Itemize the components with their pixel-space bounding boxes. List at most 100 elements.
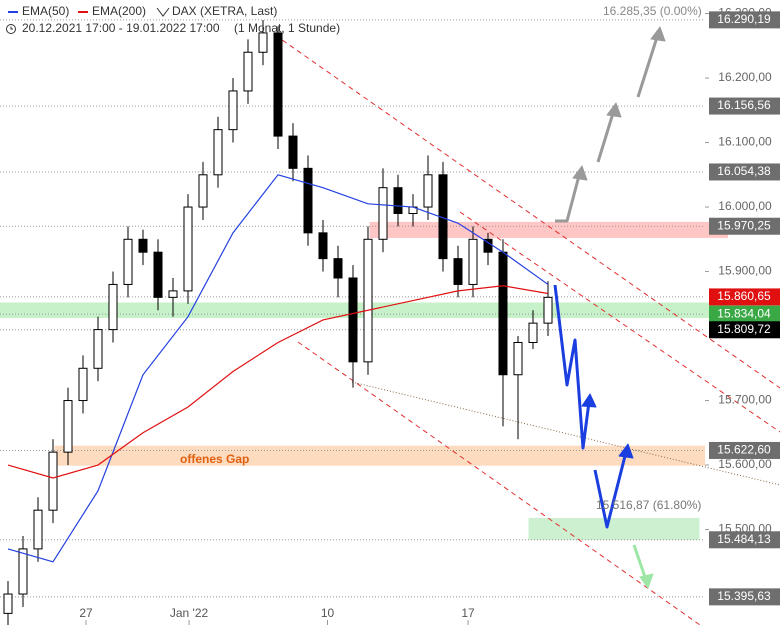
candle-body: [33, 509, 43, 550]
candle-body: [303, 167, 313, 234]
arrow: [555, 171, 582, 223]
clock-icon: [6, 24, 16, 34]
arrow-head: [650, 26, 666, 42]
arrow: [596, 109, 616, 163]
support-line: [351, 381, 780, 486]
arrow-head: [572, 165, 588, 181]
candle-body: [318, 232, 328, 260]
level-label: 16.290,19: [717, 12, 771, 26]
candle-body: [348, 277, 358, 363]
y-tick-label: 16.100,00: [718, 135, 772, 149]
level-box: [709, 97, 780, 115]
channel-line: [274, 34, 780, 389]
level-box: [709, 288, 780, 306]
zone: [54, 445, 706, 466]
date-range: 20.12.2021 17:00 - 19.01.2022 17:00: [22, 21, 220, 35]
level-box: [709, 305, 780, 323]
candle-body: [468, 238, 478, 285]
level-label: 15.970,25: [717, 218, 771, 232]
candle-body: [273, 32, 283, 137]
y-tick-label: 15.900,00: [718, 264, 772, 278]
candle-body: [48, 451, 58, 511]
candle-body: [333, 258, 343, 279]
moving-averages: [7, 174, 549, 563]
level-box: [709, 441, 780, 459]
level-label: 15.395,63: [717, 589, 771, 603]
level-label: 15.834,04: [717, 306, 771, 320]
arrow: [593, 451, 628, 529]
axes: 15.500,0015.600,0015.700,0015.900,0016.0…: [79, 6, 780, 625]
arrow-head: [639, 573, 654, 589]
candle-body: [393, 187, 403, 214]
candle-body: [78, 367, 88, 402]
x-tick-label: 17: [461, 606, 475, 620]
candle-body: [18, 548, 28, 595]
candle-body: [288, 135, 298, 169]
candle-body: [453, 258, 463, 285]
candle-body: [108, 283, 118, 331]
level-label: 15.484,13: [717, 532, 771, 546]
candle-body: [528, 322, 538, 343]
candle-body: [153, 251, 163, 298]
arrow: [553, 284, 591, 450]
candle-body: [543, 296, 553, 324]
channel-line: [297, 341, 701, 625]
y-tick-label: 16.200,00: [718, 70, 772, 84]
gap-label: offenes Gap: [180, 452, 249, 466]
instrument-icon: [156, 7, 170, 17]
level-box: [709, 11, 780, 29]
ema-line: [7, 285, 549, 479]
candle-body: [168, 290, 178, 298]
candle-body: [258, 32, 268, 53]
arrow-head: [581, 393, 597, 408]
x-tick-label: Jan '22: [170, 606, 209, 620]
candle-body: [93, 329, 103, 369]
legend-label: EMA(200): [92, 4, 146, 18]
instrument: DAX (XETRA, Last): [172, 4, 277, 18]
level-label: 15.860,65: [717, 289, 771, 303]
arrows: [553, 26, 666, 589]
candles: [3, 19, 553, 625]
level-label: 16.156,56: [717, 98, 771, 112]
candle-body: [498, 251, 508, 376]
candle-body: [3, 593, 13, 614]
candle-body: [183, 206, 193, 292]
candle-body: [63, 400, 73, 453]
arrow-head: [606, 102, 622, 118]
level-box: [709, 321, 780, 339]
zone: [369, 221, 728, 239]
level-label: 15.622,60: [717, 443, 771, 457]
level-box: [709, 217, 780, 235]
level-box: [709, 588, 780, 606]
candle-body: [213, 129, 223, 176]
y-tick-label: 16.000,00: [718, 199, 772, 213]
period: (1 Monat, 1 Stunde): [234, 21, 340, 35]
candle-body: [363, 238, 373, 363]
arrow: [632, 544, 648, 581]
x-tick-label: 10: [321, 606, 335, 620]
ema-line: [7, 174, 549, 563]
zone: [528, 517, 700, 540]
candle-body: [243, 51, 253, 92]
candle-body: [513, 341, 523, 376]
x-tick-label: 27: [79, 606, 93, 620]
candle-body: [228, 90, 238, 131]
level-label: 16.054,38: [717, 164, 771, 178]
level-label: 15.809,72: [717, 322, 771, 336]
candle-body: [423, 174, 433, 208]
legend-label: EMA(50): [22, 4, 69, 18]
fib-label: 15.516,87 (61.80%): [596, 498, 701, 512]
y-tick-label: 15.600,00: [718, 457, 772, 471]
candle-body: [138, 238, 148, 253]
level-box: [709, 163, 780, 181]
arrow: [636, 33, 660, 98]
fib-label: 16.285,35 (0.00%): [603, 4, 702, 18]
channel-line: [459, 211, 780, 433]
candle-body: [123, 238, 133, 285]
clock-icon: [10, 26, 13, 30]
arrow-head: [618, 443, 634, 459]
y-tick-label: 15.700,00: [718, 393, 772, 407]
trend-lines: [274, 34, 780, 625]
candle-body: [198, 174, 208, 208]
